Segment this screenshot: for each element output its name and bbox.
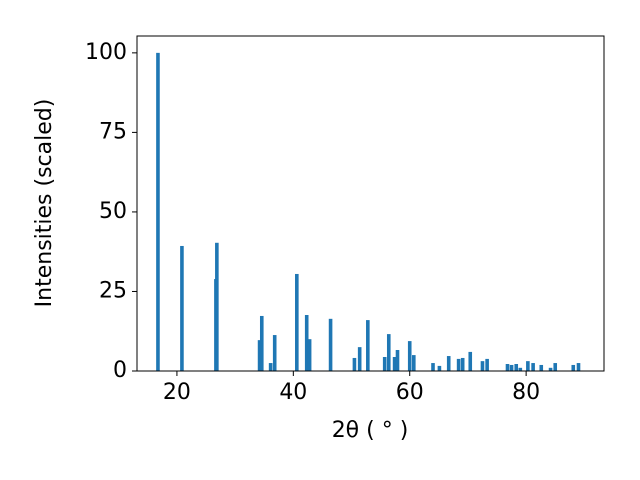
bar [412,355,416,371]
x-tick-label: 60 [396,380,424,405]
bar [526,361,530,371]
bar [257,340,262,371]
y-tick-label: 100 [85,40,127,65]
bar [431,363,435,371]
bar [180,245,184,371]
bar [518,367,523,371]
bar [304,315,309,371]
y-tick-label: 75 [99,119,127,144]
y-axis-label: Intensities (scaled) [32,99,57,308]
bar [576,363,581,371]
bar [468,351,473,371]
bar [352,357,357,371]
bar [480,361,485,371]
x-axis-label: 2θ ( ° ) [332,418,409,443]
bar [272,335,277,371]
bar [553,363,558,371]
x-tick-label: 20 [163,380,191,405]
bar [395,350,400,371]
bar [307,339,312,371]
bar [571,364,576,371]
bar [485,358,489,371]
x-tick-label: 40 [279,380,307,405]
bar [268,363,273,371]
bar [437,365,442,371]
y-tick-label: 50 [99,199,127,224]
bar [295,273,299,371]
bar [460,357,465,371]
bar [366,320,370,371]
bar [156,52,160,371]
bar [357,347,362,371]
bar [259,315,264,371]
bar [328,318,333,371]
bar [514,364,519,371]
bar [407,341,412,371]
y-tick-label: 25 [99,278,127,303]
bar [539,364,544,371]
bar [505,364,510,371]
bar [456,358,461,371]
bar [548,367,553,371]
x-tick-label: 80 [512,380,540,405]
bar [392,357,397,371]
y-tick-label: 0 [113,358,127,383]
bar [386,334,391,371]
bar [531,363,535,371]
plot-frame [136,35,605,372]
bar [509,364,514,371]
bar [446,356,451,371]
bar [382,357,387,371]
bar [215,242,219,371]
